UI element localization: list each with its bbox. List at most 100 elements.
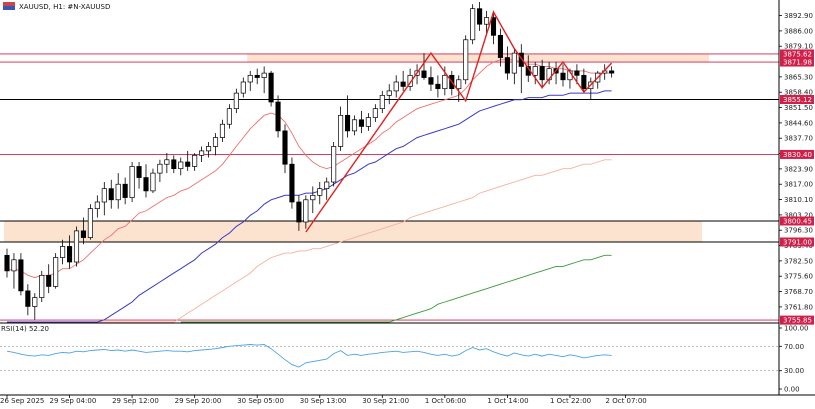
candle — [53, 253, 59, 289]
candle — [108, 179, 114, 209]
time-tick-label: 30 Sep 05:00 — [237, 397, 284, 405]
candle-body — [101, 188, 107, 203]
candle — [199, 146, 205, 162]
candle-body — [122, 183, 128, 198]
price-tag-box — [780, 49, 814, 59]
price-tag-label: 3855.12 — [783, 96, 812, 104]
rsi-tick-label: 100.00 — [784, 325, 809, 333]
candle-body — [372, 108, 378, 118]
supply-demand-zone-1 — [4, 221, 702, 242]
candle — [164, 153, 170, 174]
candle-body — [400, 81, 406, 87]
candle — [317, 182, 323, 205]
candle-body — [560, 72, 566, 81]
candle — [379, 90, 385, 114]
price-tick-label: 3768.70 — [784, 288, 813, 296]
candle-body — [164, 159, 170, 165]
candle — [143, 164, 149, 198]
moving-averages-layer — [6, 59, 612, 323]
candle-body — [185, 161, 191, 167]
candle — [456, 75, 462, 102]
ema-mid-line — [7, 90, 612, 323]
time-tick-label: 1 Oct 14:00 — [487, 397, 528, 405]
candle — [87, 204, 93, 240]
candle-body — [386, 90, 392, 96]
chart-title: XAUUSD, H1: #N-XAUUSD — [19, 3, 110, 11]
candle-body — [192, 154, 198, 167]
candle — [247, 70, 253, 91]
time-tick-label: 29 Sep 04:00 — [50, 397, 97, 405]
candle — [372, 104, 378, 122]
price-tag-box — [780, 315, 814, 325]
candle — [365, 113, 371, 131]
candle-body — [393, 81, 399, 92]
candle-body — [4, 254, 10, 272]
candle-body — [490, 17, 497, 36]
price-tick-label: 3803.20 — [784, 211, 813, 219]
candle-body — [282, 130, 288, 165]
candle — [254, 68, 260, 85]
candle-body — [581, 74, 587, 90]
candle-body — [574, 70, 580, 76]
candle-body — [53, 257, 59, 287]
price-tag-label: 3830.40 — [783, 151, 812, 159]
candle — [428, 66, 434, 91]
candle — [282, 124, 288, 174]
zones-layer — [4, 53, 709, 242]
candle — [539, 59, 545, 89]
price-tag-box — [780, 57, 814, 67]
candle-body — [80, 230, 87, 238]
price-tick-label: 3858.40 — [784, 89, 813, 97]
price-tag-label: 3791.00 — [783, 239, 812, 247]
candle-body — [94, 201, 100, 210]
candle-body — [171, 159, 177, 170]
candle-body — [289, 163, 295, 203]
candle — [157, 159, 163, 182]
candle — [60, 239, 66, 265]
candle — [185, 150, 191, 171]
price-tag-box — [780, 95, 814, 105]
candle-body — [178, 161, 184, 170]
time-tick-label: 30 Sep 13:00 — [300, 397, 347, 405]
candle — [581, 68, 587, 94]
candle-body — [254, 74, 260, 78]
candle — [393, 75, 399, 98]
rsi-line — [6, 344, 612, 368]
price-tick-label: 3796.30 — [784, 227, 813, 235]
candle-body — [470, 8, 476, 41]
rsi-tick-label: 0.00 — [784, 386, 800, 394]
candle — [560, 64, 566, 87]
time-tick-label: 1 Oct 06:00 — [425, 397, 466, 405]
candle — [268, 70, 274, 107]
candle-body — [484, 17, 490, 25]
candle — [511, 48, 517, 85]
candle — [275, 95, 281, 138]
price-tick-label: 3865.30 — [784, 73, 813, 81]
zigzag-pattern-line — [305, 10, 613, 233]
candle — [310, 186, 316, 214]
candle — [435, 75, 441, 98]
candle-body — [206, 146, 212, 152]
candle-body — [212, 137, 219, 147]
candle-body — [532, 66, 538, 76]
candle — [4, 248, 10, 278]
price-tag-box — [780, 149, 814, 159]
rsi-panel: 100.00 70.00 30.00 0.00 RSI(14) 52.20 — [0, 325, 809, 394]
candle — [484, 10, 490, 36]
candle — [463, 35, 469, 85]
candle — [240, 77, 246, 98]
candle-body — [442, 74, 448, 90]
candle-body — [73, 230, 80, 263]
candle — [497, 28, 504, 67]
price-tag-label: 3755.85 — [783, 317, 812, 325]
candle — [351, 115, 358, 136]
price-tick-label: 3837.70 — [784, 135, 813, 143]
rsi-title: RSI(14) 52.20 — [1, 325, 49, 333]
candle — [261, 66, 267, 94]
candle — [289, 157, 295, 209]
price-tick-label: 3879.10 — [784, 43, 813, 51]
candle-body — [143, 177, 149, 192]
price-tick-label: 3782.50 — [784, 257, 813, 265]
